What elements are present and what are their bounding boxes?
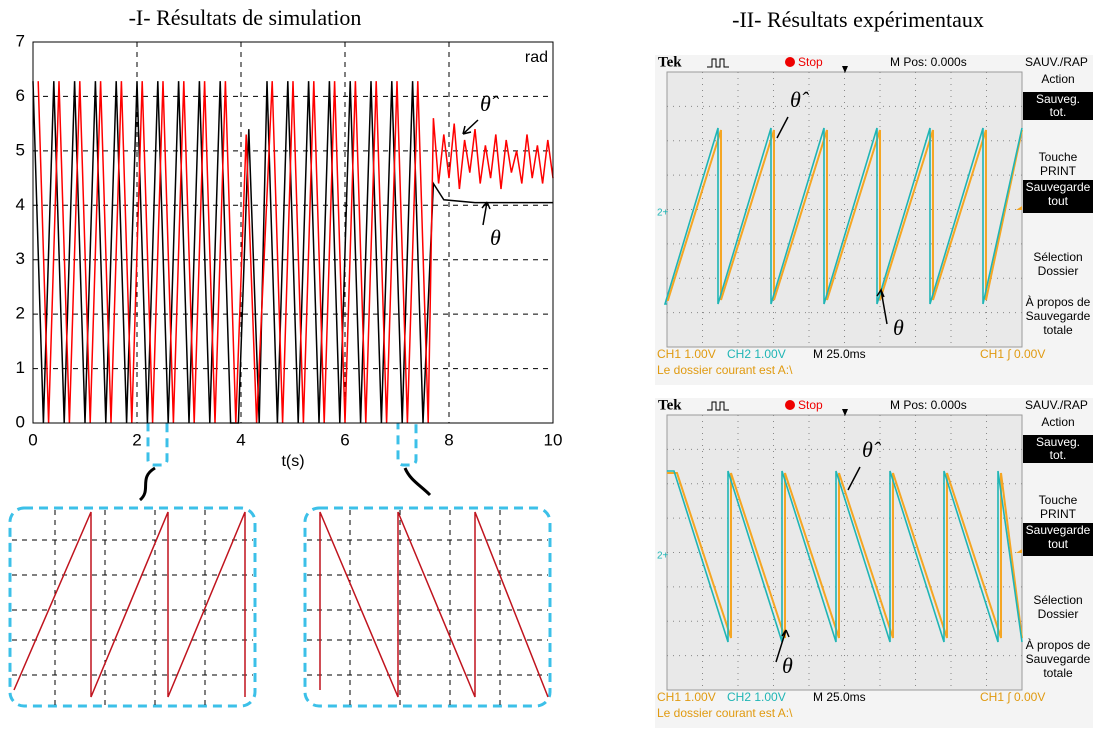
channel-1: CH1 1.00V (657, 690, 716, 704)
status-line: Le dossier courant est A:\ (657, 363, 793, 377)
menu-value-box (1023, 435, 1093, 463)
menu-title: SAUV./RAP (1025, 398, 1088, 412)
trigger-pos (842, 409, 848, 416)
trace-orange (667, 472, 1023, 639)
x-tick-label: 4 (236, 430, 245, 449)
menu-value: Sauvegarde (1026, 523, 1091, 537)
channel-1: CH1 1.00V (657, 347, 716, 361)
menu-label: Action (1041, 72, 1074, 86)
channel-2: CH2 1.00V (727, 347, 786, 361)
annotation-arrow (847, 466, 861, 491)
annotation-arrow (775, 629, 790, 663)
y-tick-label: 4 (16, 195, 25, 214)
menu-label: Sélection (1033, 250, 1082, 264)
scope-state: Stop (798, 398, 823, 412)
y-tick-label: 2 (16, 304, 25, 323)
annotation-arrow (462, 119, 479, 135)
menu-label: Dossier (1038, 607, 1079, 621)
acq-icon (707, 58, 729, 68)
annotation-arrow (776, 116, 789, 139)
x-tick-label: 10 (544, 430, 563, 449)
x-tick-label: 6 (340, 430, 349, 449)
plot-frame (32, 41, 554, 424)
channel-marker: 2+ (657, 208, 669, 219)
trace-cyan (667, 470, 1023, 643)
x-tick-label: 8 (444, 430, 453, 449)
menu-value: tot. (1050, 105, 1067, 119)
menu-label: Sauvegarde (1026, 652, 1091, 666)
trace-cyan (663, 127, 1023, 305)
menu-label: PRINT (1040, 164, 1077, 178)
menu-label: Touche (1039, 150, 1078, 164)
trigger-level (1016, 549, 1022, 553)
menu-label: PRINT (1040, 507, 1077, 521)
section-title: -II- Résultats expérimentaux (732, 7, 984, 32)
menu-label: Sauvegarde (1026, 309, 1091, 323)
timebase: M 25.0ms (813, 347, 866, 361)
annotation-arrow (481, 201, 491, 226)
stop-indicator (785, 400, 795, 410)
y-tick-label: 6 (16, 86, 25, 105)
theta-label: θ (893, 315, 904, 340)
menu-label: totale (1043, 323, 1073, 337)
menu-value-box (1023, 180, 1093, 213)
menu-value: Sauveg. (1036, 92, 1080, 106)
theta-label: θ (782, 653, 793, 678)
timebase: M 25.0ms (813, 690, 866, 704)
menu-label: Action (1041, 415, 1074, 429)
oscilloscope-screen: Tek Stop M Pos: 0.000s SAUV./RAP 2+ Action Sau… (655, 54, 1093, 385)
menu-label: Dossier (1038, 264, 1079, 278)
menu-label: totale (1043, 666, 1073, 680)
menu-value-box (1023, 92, 1093, 120)
y-tick-label: 1 (16, 358, 25, 377)
screen-grid-bg (666, 71, 1023, 348)
menu-value: tout (1048, 537, 1069, 551)
status-line: Le dossier courant est A:\ (657, 706, 793, 720)
trace-orange (667, 129, 1023, 301)
scope-position: M Pos: 0.000s (890, 55, 967, 69)
trigger: CH1 ∫ 0.00V (980, 347, 1045, 361)
unit-label: rad (525, 49, 548, 66)
menu-title: SAUV./RAP (1025, 55, 1088, 69)
scope-position: M Pos: 0.000s (890, 398, 967, 412)
menu-value-box (1023, 523, 1093, 556)
series-line (37, 81, 554, 424)
x-tick-label: 0 (28, 430, 37, 449)
annotation-arrow (876, 288, 888, 325)
menu-label: À propos de (1026, 294, 1091, 309)
y-tick-label: 7 (16, 31, 25, 50)
acq-icon (707, 401, 729, 411)
scope-state: Stop (798, 55, 823, 69)
trigger-level (1016, 206, 1022, 210)
trigger: CH1 ∫ 0.00V (980, 690, 1045, 704)
chart-title: -I- Résultats de simulation (129, 5, 362, 30)
stop-indicator (785, 57, 795, 67)
menu-label: Sélection (1033, 593, 1082, 607)
channel-2: CH2 1.00V (727, 690, 786, 704)
menu-value: Sauveg. (1036, 435, 1080, 449)
x-axis-label: t(s) (281, 453, 304, 470)
x-tick-label: 2 (132, 430, 141, 449)
menu-value: Sauvegarde (1026, 180, 1091, 194)
menu-label: À propos de (1026, 637, 1091, 652)
scope-brand: Tek (658, 54, 682, 70)
menu-value: tout (1048, 194, 1069, 208)
scope-brand: Tek (658, 397, 682, 413)
trigger-pos (842, 66, 848, 73)
menu-value: tot. (1050, 448, 1067, 462)
y-tick-label: 5 (16, 140, 25, 159)
series-annotation: θ (490, 225, 501, 250)
channel-marker: 2+ (657, 551, 669, 562)
screen-grid-bg (666, 414, 1023, 691)
y-tick-label: 0 (16, 412, 25, 431)
y-tick-label: 3 (16, 249, 25, 268)
menu-label: Touche (1039, 493, 1078, 507)
oscilloscope-screen: Tek Stop M Pos: 0.000s SAUV./RAP 2+ Action Sau… (655, 397, 1093, 728)
